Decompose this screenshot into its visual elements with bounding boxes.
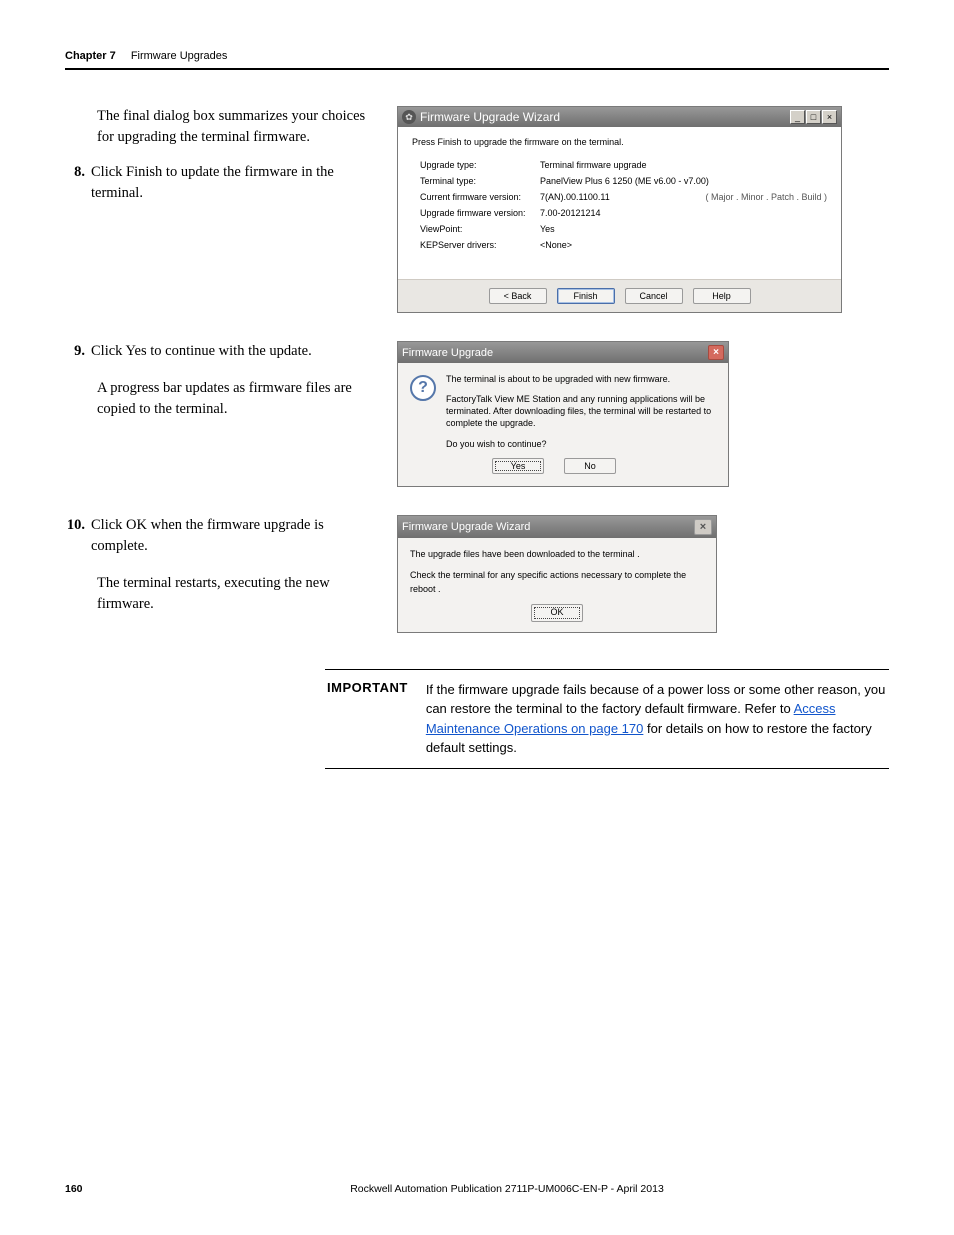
- question-icon: ?: [410, 375, 436, 401]
- left-col: The final dialog box summarizes your cho…: [65, 106, 397, 313]
- step-10-follow: The terminal restarts, executing the new…: [97, 573, 383, 615]
- step-9-follow: A progress bar updates as firmware files…: [97, 378, 383, 420]
- step-number: 10.: [65, 515, 91, 536]
- dialog-body: ? The terminal is about to be upgraded w…: [398, 363, 728, 486]
- label: ViewPoint:: [420, 224, 540, 234]
- page-header: Chapter 7 Firmware Upgrades: [65, 50, 889, 70]
- important-callout: IMPORTANT If the firmware upgrade fails …: [325, 669, 889, 769]
- callout-body: If the firmware upgrade fails because of…: [426, 680, 887, 758]
- row-current-version: Current firmware version: 7(AN).00.1100.…: [412, 189, 827, 205]
- complete-line2: Check the terminal for any specific acti…: [410, 569, 704, 596]
- cancel-button[interactable]: Cancel: [625, 288, 683, 304]
- step-block-8: The final dialog box summarizes your cho…: [65, 106, 889, 313]
- right-col: ✿ Firmware Upgrade Wizard _ □ × Press Fi…: [397, 106, 889, 313]
- page-number: 160: [65, 1183, 125, 1195]
- dialog-title: Firmware Upgrade Wizard: [402, 521, 530, 533]
- back-button[interactable]: < Back: [489, 288, 547, 304]
- label: Upgrade type:: [420, 160, 540, 170]
- right-col: Firmware Upgrade Wizard × The upgrade fi…: [397, 515, 889, 633]
- finish-button[interactable]: Finish: [557, 288, 615, 304]
- version-note: ( Major . Minor . Patch . Build ): [705, 192, 827, 202]
- dialog-titlebar: ✿ Firmware Upgrade Wizard _ □ ×: [398, 107, 841, 127]
- dialog-title: Firmware Upgrade Wizard: [420, 110, 560, 124]
- row-upgrade-type: Upgrade type: Terminal firmware upgrade: [412, 157, 827, 173]
- value: 7.00-20121214: [540, 208, 827, 218]
- label: KEPServer drivers:: [420, 240, 540, 250]
- dialog-titlebar: Firmware Upgrade Wizard ×: [398, 516, 716, 538]
- label: Terminal type:: [420, 176, 540, 186]
- close-button[interactable]: ×: [694, 519, 712, 535]
- step-text: Click OK when the firmware upgrade is co…: [91, 515, 383, 557]
- confirm-line3: Do you wish to continue?: [446, 438, 716, 450]
- main-content: The final dialog box summarizes your cho…: [65, 106, 889, 769]
- step-8: 8. Click Finish to update the firmware i…: [65, 162, 383, 204]
- close-button[interactable]: ×: [822, 110, 837, 124]
- intro-paragraph: The final dialog box summarizes your cho…: [97, 106, 383, 148]
- confirm-line2: FactoryTalk View ME Station and any runn…: [446, 393, 716, 429]
- step-text: Click Finish to update the firmware in t…: [91, 162, 383, 204]
- publication-info: Rockwell Automation Publication 2711P-UM…: [125, 1183, 889, 1195]
- chapter-label: Chapter 7: [65, 50, 116, 62]
- step-9: 9. Click Yes to continue with the update…: [65, 341, 383, 362]
- value: Yes: [540, 224, 827, 234]
- callout-label: IMPORTANT: [327, 680, 408, 758]
- value: <None>: [540, 240, 827, 250]
- dialog-buttons: Yes No: [492, 458, 716, 474]
- row-kepserver: KEPServer drivers: <None>: [412, 237, 827, 253]
- dialog-buttons: OK: [410, 604, 704, 622]
- complete-line1: The upgrade files have been downloaded t…: [410, 548, 704, 562]
- firmware-upgrade-complete-dialog: Firmware Upgrade Wizard × The upgrade fi…: [397, 515, 717, 633]
- value: 7(AN).00.1100.11: [540, 192, 705, 202]
- chapter-title: Firmware Upgrades: [131, 50, 228, 62]
- left-col: 9. Click Yes to continue with the update…: [65, 341, 397, 487]
- firmware-wizard-dialog: ✿ Firmware Upgrade Wizard _ □ × Press Fi…: [397, 106, 842, 313]
- step-10: 10. Click OK when the firmware upgrade i…: [65, 515, 383, 557]
- dialog-title: Firmware Upgrade: [402, 347, 493, 359]
- page-footer: 160 Rockwell Automation Publication 2711…: [65, 1183, 889, 1195]
- step-block-9: 9. Click Yes to continue with the update…: [65, 341, 889, 487]
- dialog-body: Press Finish to upgrade the firmware on …: [398, 127, 841, 279]
- dialog-text: The terminal is about to be upgraded wit…: [446, 373, 716, 474]
- minimize-button[interactable]: _: [790, 110, 805, 124]
- label: Current firmware version:: [420, 192, 540, 202]
- value: PanelView Plus 6 1250 (ME v6.00 - v7.00): [540, 176, 827, 186]
- firmware-upgrade-confirm-dialog: Firmware Upgrade × ? The terminal is abo…: [397, 341, 729, 487]
- step-text: Click Yes to continue with the update.: [91, 341, 383, 362]
- dialog-body: The upgrade files have been downloaded t…: [398, 538, 716, 632]
- right-col: Firmware Upgrade × ? The terminal is abo…: [397, 341, 889, 487]
- close-button[interactable]: ×: [708, 345, 724, 360]
- value: Terminal firmware upgrade: [540, 160, 827, 170]
- left-col: 10. Click OK when the firmware upgrade i…: [65, 515, 397, 633]
- version-value: 7(AN).00.1100.11: [540, 192, 610, 202]
- row-viewpoint: ViewPoint: Yes: [412, 221, 827, 237]
- maximize-button[interactable]: □: [806, 110, 821, 124]
- help-button[interactable]: Help: [693, 288, 751, 304]
- yes-button[interactable]: Yes: [492, 458, 544, 474]
- row-upgrade-version: Upgrade firmware version: 7.00-20121214: [412, 205, 827, 221]
- step-block-10: 10. Click OK when the firmware upgrade i…: [65, 515, 889, 633]
- row-terminal-type: Terminal type: PanelView Plus 6 1250 (ME…: [412, 173, 827, 189]
- dialog-instruction: Press Finish to upgrade the firmware on …: [412, 137, 827, 147]
- ok-button[interactable]: OK: [531, 604, 583, 622]
- no-button[interactable]: No: [564, 458, 616, 474]
- label: Upgrade firmware version:: [420, 208, 540, 218]
- dialog-footer: < Back Finish Cancel Help: [398, 279, 841, 312]
- app-icon: ✿: [402, 110, 416, 124]
- dialog-titlebar: Firmware Upgrade ×: [398, 342, 728, 363]
- confirm-line1: The terminal is about to be upgraded wit…: [446, 373, 716, 385]
- step-number: 9.: [65, 341, 91, 362]
- step-number: 8.: [65, 162, 91, 183]
